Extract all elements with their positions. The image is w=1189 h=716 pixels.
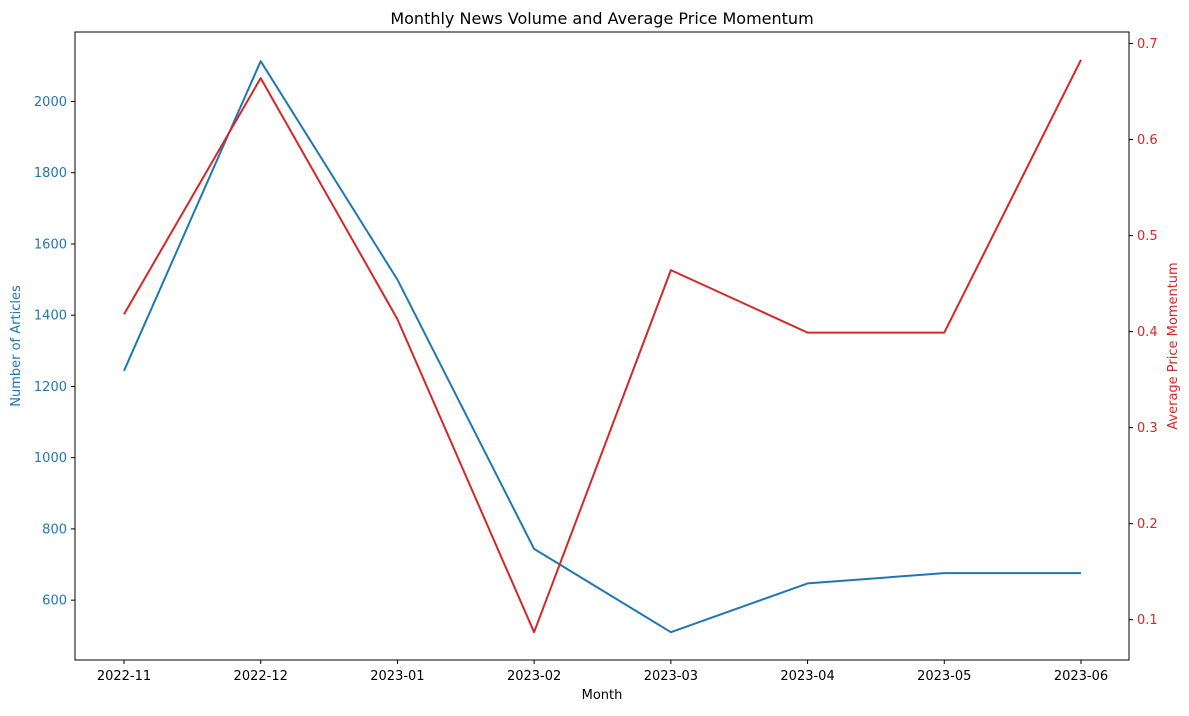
right-y-axis: 0.1 0.2 0.3 0.4 0.5 0.6 0.7: [1129, 37, 1158, 628]
x-tick-label: 2022-11: [97, 669, 151, 684]
left-tick-label: 1000: [34, 451, 67, 466]
right-tick-label: 0.6: [1137, 133, 1158, 148]
left-tick-label: 1800: [34, 166, 67, 181]
right-tick-label: 0.7: [1137, 37, 1158, 52]
right-y-axis-label: Average Price Momentum: [1166, 262, 1181, 429]
x-axis: 2022-11 2022-12 2023-01 2023-02 2023-03 2023-…: [97, 660, 1108, 684]
x-tick-label: 2023-02: [507, 669, 561, 684]
left-tick-label: 1200: [34, 380, 67, 395]
price-momentum-line: [123, 59, 1082, 634]
left-y-axis-label: Number of Articles: [9, 285, 24, 407]
x-tick-label: 2023-01: [370, 669, 424, 684]
right-tick-label: 0.4: [1137, 325, 1158, 340]
x-tick-label: 2023-05: [917, 669, 971, 684]
left-tick-label: 800: [42, 522, 67, 537]
left-tick-label: 600: [42, 594, 67, 609]
x-tick-label: 2023-06: [1054, 669, 1108, 684]
left-tick-label: 1400: [34, 309, 67, 324]
right-tick-label: 0.3: [1137, 421, 1158, 436]
right-tick-label: 0.2: [1137, 517, 1158, 532]
right-tick-label: 0.5: [1137, 229, 1158, 244]
left-tick-label: 2000: [34, 95, 67, 110]
series-layer: [123, 59, 1082, 634]
right-tick-label: 0.1: [1137, 613, 1158, 628]
x-tick-label: 2022-12: [234, 669, 288, 684]
plot-area: [74, 31, 1130, 661]
left-y-axis: 600 800 1000 1200 1400 1600 1800 2000: [34, 95, 75, 609]
left-tick-label: 1600: [34, 237, 67, 252]
chart-title: Monthly News Volume and Average Price Mo…: [390, 9, 813, 28]
x-axis-label: Month: [582, 688, 623, 703]
article-count-line: [123, 60, 1081, 634]
x-tick-label: 2023-03: [644, 669, 698, 684]
x-tick-label: 2023-04: [780, 669, 834, 684]
